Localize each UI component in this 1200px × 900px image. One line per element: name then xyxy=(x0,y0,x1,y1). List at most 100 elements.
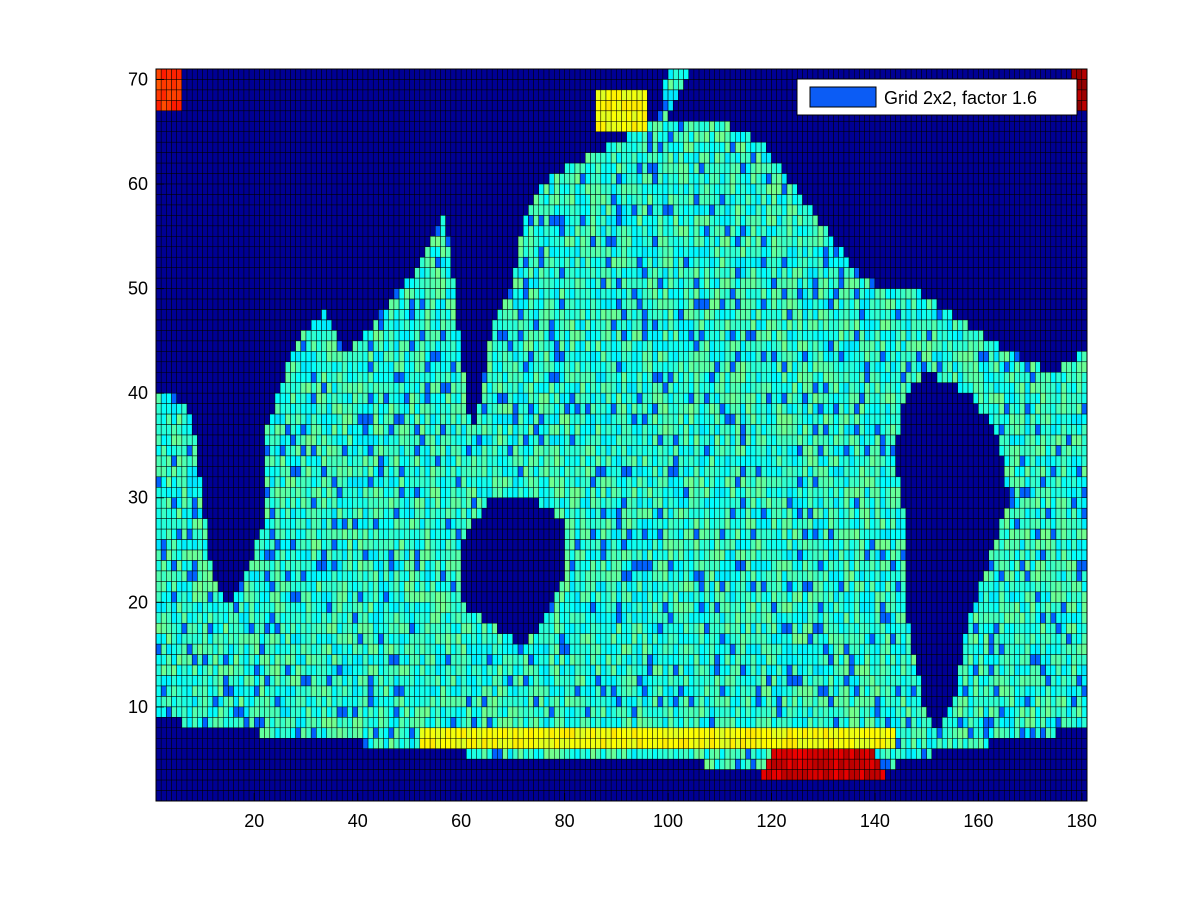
heatmap-cell xyxy=(259,204,265,216)
heatmap-cell xyxy=(1040,68,1046,80)
heatmap-cell xyxy=(848,298,855,310)
heatmap-cell xyxy=(776,183,783,195)
heatmap-cell xyxy=(854,330,860,342)
heatmap-cell xyxy=(160,340,167,352)
heatmap-cell xyxy=(398,236,405,248)
heatmap-cell xyxy=(533,277,539,289)
heatmap-cell xyxy=(398,152,405,164)
heatmap-cell xyxy=(517,277,524,289)
heatmap-cell xyxy=(207,162,214,174)
heatmap-cell xyxy=(683,194,689,206)
heatmap-cell xyxy=(559,319,565,331)
heatmap-cell xyxy=(667,204,674,216)
heatmap-cell xyxy=(197,173,203,185)
heatmap-cell xyxy=(398,162,405,174)
heatmap-cell xyxy=(290,340,296,352)
heatmap-cell xyxy=(419,277,426,289)
heatmap-cell xyxy=(833,141,839,153)
heatmap-cell xyxy=(455,298,462,310)
heatmap-cell xyxy=(574,141,581,153)
heatmap-cell xyxy=(471,298,477,310)
heatmap-cell xyxy=(729,68,736,80)
heatmap-cell xyxy=(171,288,177,300)
heatmap-cell xyxy=(1014,236,1021,248)
heatmap-cell xyxy=(621,330,627,342)
heatmap-cell xyxy=(274,288,281,300)
heatmap-cell xyxy=(879,173,886,185)
heatmap-cell xyxy=(538,267,545,279)
heatmap-cell xyxy=(372,89,379,101)
heatmap-cell xyxy=(941,267,948,279)
heatmap-cell xyxy=(822,152,829,164)
heatmap-cell xyxy=(543,246,550,258)
heatmap-cell xyxy=(212,68,219,80)
heatmap-cell xyxy=(440,131,446,143)
heatmap-cell xyxy=(993,256,1000,268)
heatmap-cell xyxy=(383,204,389,216)
heatmap-cell xyxy=(398,340,405,352)
heatmap-cell xyxy=(595,152,602,164)
heatmap-cell xyxy=(667,330,674,342)
heatmap-cell xyxy=(864,121,871,133)
heatmap-cell xyxy=(1024,246,1031,258)
heatmap-cell xyxy=(264,256,271,268)
heatmap-cell xyxy=(941,131,948,143)
heatmap-cell xyxy=(222,277,229,289)
heatmap-cell xyxy=(678,183,684,195)
heatmap-cell xyxy=(636,340,643,352)
heatmap-cell xyxy=(321,215,327,227)
heatmap-cell xyxy=(217,194,224,206)
heatmap-cell xyxy=(269,309,276,321)
heatmap-cell xyxy=(533,309,539,321)
heatmap-cell xyxy=(735,152,741,164)
heatmap-cell xyxy=(435,183,441,195)
heatmap-cell xyxy=(781,183,788,195)
heatmap-cell xyxy=(595,100,602,112)
heatmap-cell xyxy=(740,267,746,279)
heatmap-cell xyxy=(300,110,307,122)
heatmap-cell xyxy=(978,277,984,289)
heatmap-cell xyxy=(822,194,829,206)
heatmap-cell xyxy=(724,256,731,268)
heatmap-cell xyxy=(186,152,193,164)
heatmap-cell xyxy=(1060,330,1067,342)
heatmap-cell xyxy=(264,194,271,206)
heatmap-cell xyxy=(305,225,312,237)
heatmap-cell xyxy=(952,330,958,342)
heatmap-cell xyxy=(724,68,731,80)
heatmap-cell xyxy=(424,236,431,248)
heatmap-cell xyxy=(424,246,431,258)
heatmap-cell xyxy=(972,298,979,310)
heatmap-cell xyxy=(497,277,503,289)
heatmap-cell xyxy=(616,288,622,300)
heatmap-cell xyxy=(1060,267,1067,279)
heatmap-cell xyxy=(414,330,421,342)
heatmap-cell xyxy=(341,340,348,352)
heatmap-cell xyxy=(983,194,989,206)
heatmap-cell xyxy=(755,351,762,363)
heatmap-cell xyxy=(709,225,715,237)
heatmap-cell xyxy=(667,173,674,185)
heatmap-cell xyxy=(559,141,565,153)
heatmap-cell xyxy=(1050,121,1057,133)
heatmap-cell xyxy=(786,351,793,363)
heatmap-cell xyxy=(791,246,798,258)
heatmap-cell xyxy=(616,100,622,112)
heatmap-cell xyxy=(786,215,793,227)
heatmap-cell xyxy=(352,131,358,143)
heatmap-cell xyxy=(202,194,208,206)
heatmap-cell xyxy=(983,309,989,321)
heatmap-cell xyxy=(155,141,162,153)
heatmap-cell xyxy=(321,100,327,112)
heatmap-cell xyxy=(414,288,421,300)
heatmap-cell xyxy=(1040,225,1046,237)
heatmap-cell xyxy=(455,121,462,133)
heatmap-cell xyxy=(285,330,291,342)
heatmap-cell xyxy=(854,194,860,206)
heatmap-cell xyxy=(947,246,953,258)
heatmap-cell xyxy=(383,152,389,164)
heatmap-cell xyxy=(745,183,752,195)
heatmap-cell xyxy=(512,298,519,310)
heatmap-cell xyxy=(605,319,612,331)
heatmap-cell xyxy=(869,319,876,331)
